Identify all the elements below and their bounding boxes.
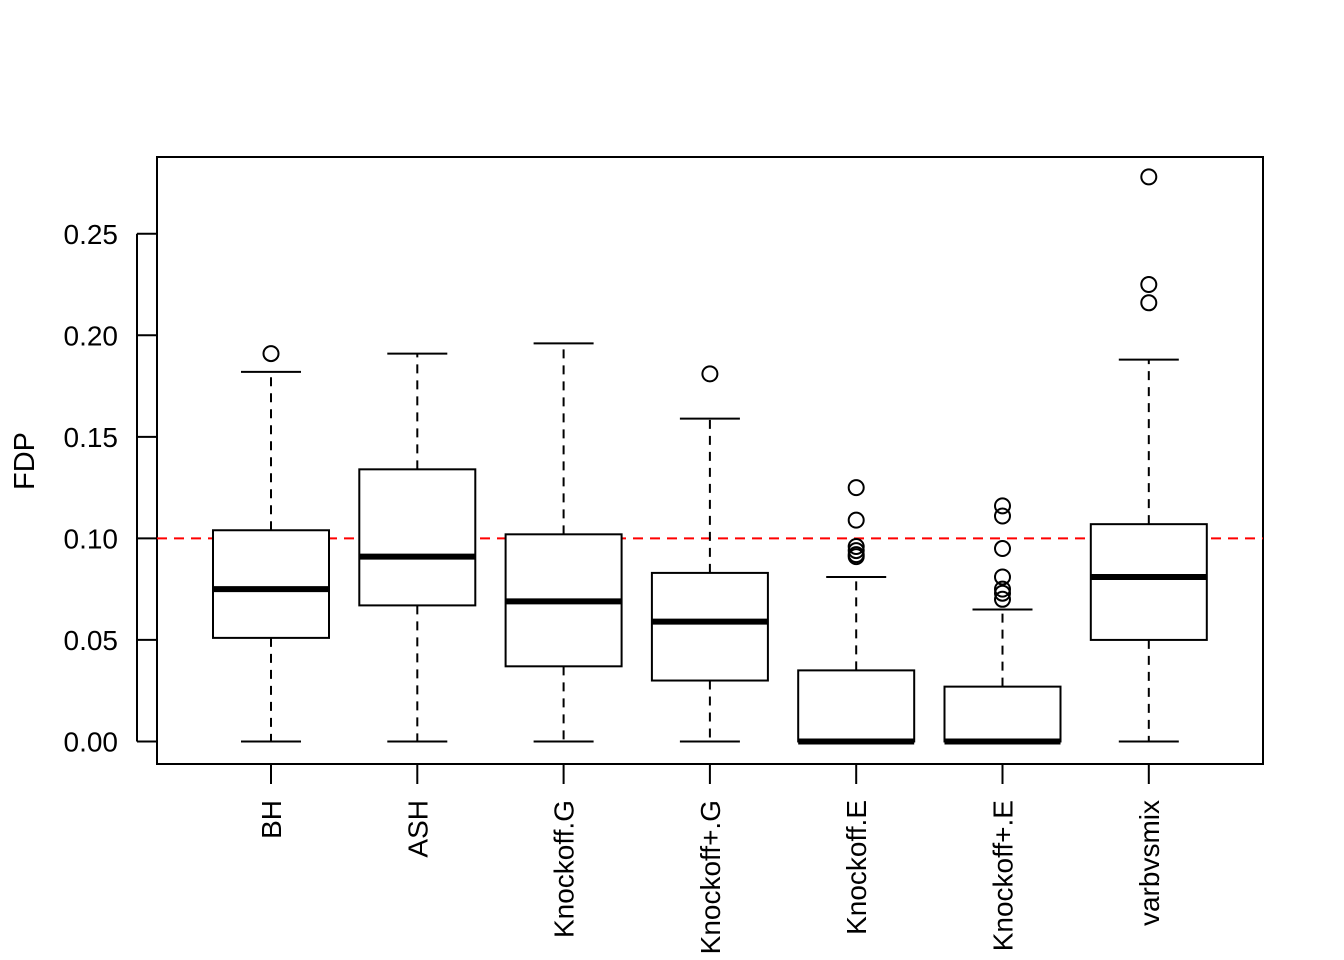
y-tick-label: 0.25 bbox=[64, 219, 119, 250]
x-tick-label: Knockoff+.G bbox=[695, 800, 726, 954]
box-6 bbox=[943, 497, 1062, 745]
x-tick-label: Knockoff.E bbox=[841, 800, 872, 935]
y-tick-label: 0.15 bbox=[64, 422, 119, 453]
x-tick-label: varbvsmix bbox=[1134, 800, 1165, 926]
outlier-point bbox=[1140, 294, 1158, 312]
iqr-box bbox=[650, 571, 769, 682]
outlier-point bbox=[847, 511, 865, 529]
outlier-point bbox=[847, 548, 865, 566]
y-axis: 0.00 0.05 0.10 0.15 0.20 0.25 bbox=[64, 219, 157, 757]
y-tick-label: 0.20 bbox=[64, 320, 119, 351]
box-5 bbox=[797, 479, 916, 745]
iqr-box bbox=[797, 669, 916, 743]
iqr-box bbox=[1089, 523, 1208, 641]
y-tick-label: 0.10 bbox=[64, 523, 119, 554]
x-axis: BH ASH Knockoff.G Knockoff+.G Knockoff.E Knoc… bbox=[256, 764, 1165, 954]
outlier-point bbox=[847, 479, 865, 497]
outlier-point bbox=[262, 345, 280, 363]
outlier-point bbox=[847, 538, 865, 556]
box-7 bbox=[1089, 168, 1208, 743]
outlier-point bbox=[994, 584, 1011, 602]
outlier-point bbox=[1140, 168, 1158, 186]
box-2 bbox=[358, 352, 477, 743]
y-axis-label: FDP bbox=[9, 432, 41, 490]
outlier-point bbox=[994, 580, 1011, 598]
outlier-point bbox=[994, 590, 1011, 608]
outlier-point bbox=[994, 568, 1011, 586]
box-1 bbox=[212, 345, 330, 743]
outlier-point bbox=[994, 540, 1011, 558]
outlier-point bbox=[1140, 276, 1158, 294]
outlier-point bbox=[847, 542, 865, 560]
outlier-point bbox=[994, 497, 1011, 515]
box-4 bbox=[650, 365, 769, 743]
box-3 bbox=[504, 342, 623, 743]
x-tick-label: ASH bbox=[402, 800, 433, 858]
y-tick-label: 0.05 bbox=[64, 625, 119, 656]
iqr-box bbox=[358, 468, 477, 607]
x-tick-label: Knockoff.G bbox=[549, 800, 580, 938]
x-tick-label: BH bbox=[256, 800, 287, 839]
outlier-point bbox=[701, 365, 719, 383]
x-tick-label: Knockoff+.E bbox=[988, 800, 1019, 951]
iqr-box bbox=[943, 685, 1062, 743]
chart-marks bbox=[157, 168, 1263, 745]
y-tick-label: 0.00 bbox=[64, 726, 119, 757]
outlier-point bbox=[994, 507, 1011, 525]
iqr-box bbox=[212, 529, 330, 639]
